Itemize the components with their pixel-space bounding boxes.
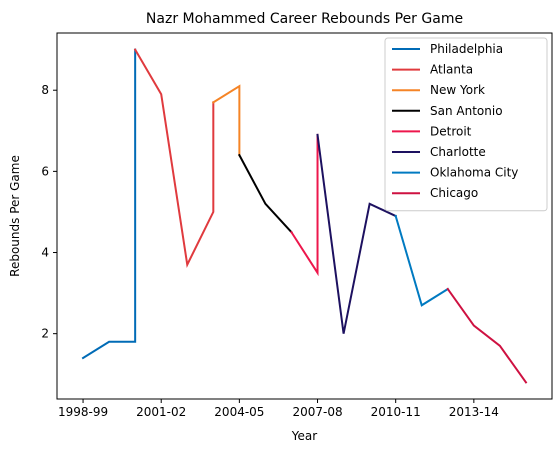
x-tick-label: 2001-02	[136, 405, 186, 419]
series-line-san-antonio	[238, 153, 293, 234]
chart-title: Nazr Mohammed Career Rebounds Per Game	[146, 11, 463, 27]
x-axis-label: Year	[291, 429, 317, 443]
legend: Philadelphia Atlanta New York San Antonio De…	[384, 37, 548, 212]
legend-box	[384, 37, 548, 212]
legend-label: New York	[430, 83, 485, 97]
legend-label: Detroit	[430, 124, 472, 138]
x-tick-label: 1998-99	[58, 405, 108, 419]
y-tick-label: 6	[41, 164, 49, 178]
x-tick-label: 2007-08	[292, 405, 342, 419]
y-axis-label: Rebounds Per Game	[8, 155, 22, 277]
legend-label: Oklahoma City	[430, 166, 518, 180]
series-line-new-york	[211, 84, 241, 157]
legend-label: Charlotte	[430, 145, 486, 159]
series-line-atlanta	[133, 48, 215, 268]
y-axis: 2 4 6 8	[41, 83, 57, 341]
x-axis: 1998-99 2001-02 2004-05 2007-08 2010-11 2013-…	[58, 399, 499, 419]
x-tick-label: 2004-05	[214, 405, 264, 419]
y-tick-label: 2	[41, 327, 49, 341]
legend-label: San Antonio	[430, 104, 503, 118]
series-line-chicago	[446, 287, 528, 384]
legend-label: Chicago	[430, 186, 478, 200]
y-tick-label: 8	[41, 83, 49, 97]
legend-label: Philadelphia	[430, 42, 503, 56]
x-tick-label: 2010-11	[371, 405, 421, 419]
series-lines	[81, 48, 528, 384]
series-line-detroit	[290, 133, 319, 277]
legend-label: Atlanta	[430, 63, 473, 77]
plot-frame	[56, 32, 553, 400]
x-tick-label: 2013-14	[449, 405, 499, 419]
series-line-oklahoma-city	[394, 214, 450, 307]
series-line-charlotte	[316, 133, 398, 334]
y-tick-label: 4	[41, 246, 49, 260]
series-line-philadelphia	[81, 48, 137, 360]
